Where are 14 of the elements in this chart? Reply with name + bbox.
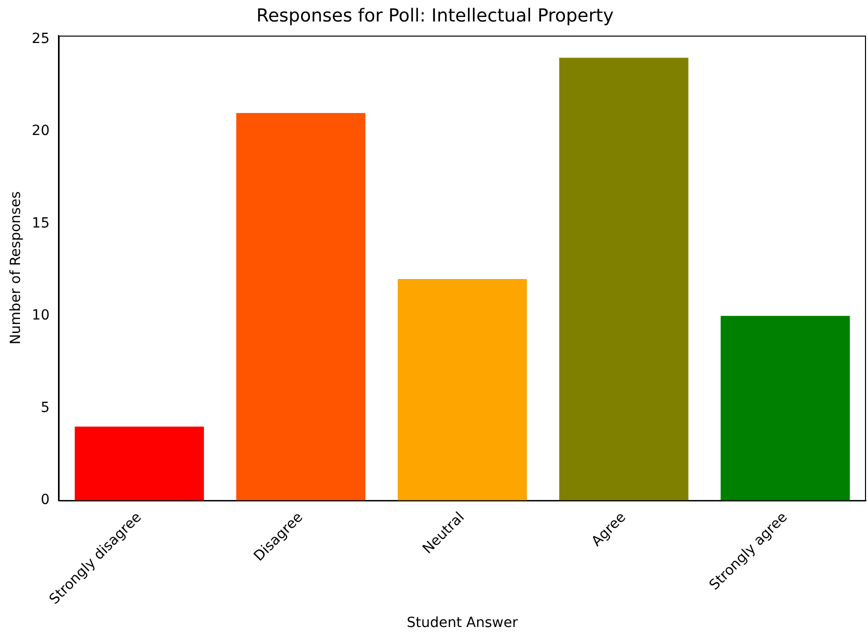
bar (74, 426, 204, 500)
y-tick-label: 0 (40, 492, 50, 508)
y-tick-label: 10 (32, 308, 50, 324)
bar (559, 58, 688, 500)
x-axis-title: Student Answer (406, 615, 518, 632)
y-tick-label: 20 (32, 123, 50, 140)
bar (720, 316, 850, 500)
chart-title: Responses for Poll: Intellectual Property (256, 5, 614, 26)
bar (236, 113, 366, 500)
y-tick-label: 5 (40, 400, 50, 416)
y-axis-title: Number of Responses (8, 191, 24, 345)
y-tick-label: 25 (32, 30, 50, 47)
y-tick-label: 15 (32, 215, 50, 232)
bar (398, 279, 527, 500)
